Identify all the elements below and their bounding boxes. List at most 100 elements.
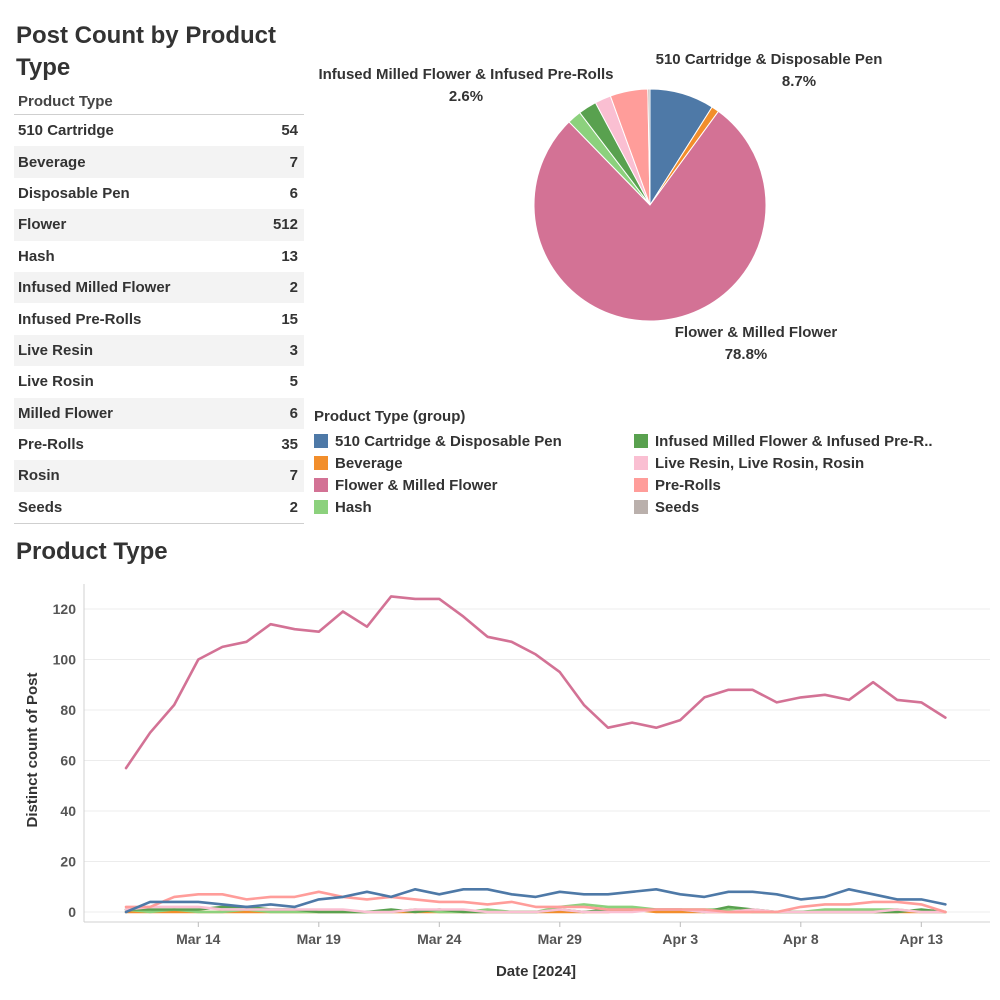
row-label: Milled Flower	[18, 404, 114, 422]
pie-percent-label: 78.8%	[725, 346, 768, 363]
legend-item[interactable]: Infused Milled Flower & Infused Pre-R..	[634, 430, 974, 452]
legend-swatch	[314, 456, 328, 470]
y-tick-label: 40	[60, 803, 76, 819]
x-tick-label: Apr 3	[662, 931, 698, 947]
x-tick-label: Apr 8	[783, 931, 819, 947]
row-label: Pre-Rolls	[18, 436, 84, 454]
legend-swatch	[634, 434, 648, 448]
row-value: 35	[281, 436, 298, 454]
legend-label: Flower & Milled Flower	[335, 476, 498, 494]
series-line	[124, 890, 947, 914]
series-line	[124, 595, 947, 770]
table-row: Rosin 7	[14, 460, 304, 492]
legend-label: Pre-Rolls	[655, 476, 721, 494]
table-row: Live Rosin 5	[14, 366, 304, 397]
legend-swatch	[314, 478, 328, 492]
table-header: Product Type	[14, 90, 304, 115]
legend-label: Seeds	[655, 498, 700, 516]
row-label: Rosin	[18, 467, 60, 485]
pie-chart-container: 510 Cartridge & Disposable Pen 8.7% Flower…	[310, 40, 990, 370]
table-row: Infused Milled Flower 2	[14, 271, 304, 304]
table-row: Milled Flower 6	[14, 397, 304, 429]
pie-label: Flower & Milled Flower	[675, 324, 838, 341]
legend-title: Product Type (group)	[314, 408, 466, 425]
y-tick-label: 60	[60, 753, 76, 769]
line-chart: 0 20 40 60 80 100 120 Mar 14 Mar 19 Mar 24 Mar 29 A…	[24, 584, 990, 980]
row-label: Hash	[18, 247, 55, 265]
row-value: 7	[289, 467, 298, 485]
table-row: Infused Pre-Rolls 15	[14, 303, 304, 334]
legend-item[interactable]: Flower & Milled Flower	[314, 474, 634, 496]
legend-item[interactable]: Live Resin, Live Rosin, Rosin	[634, 452, 974, 474]
legend-item[interactable]: Hash	[314, 496, 634, 518]
row-value: 6	[289, 404, 298, 422]
x-tick-label: Mar 24	[417, 931, 462, 947]
table-row: Flower 512	[14, 209, 304, 241]
legend-label: Live Resin, Live Rosin, Rosin	[655, 454, 865, 472]
row-value: 2	[289, 279, 298, 297]
x-tick-label: Mar 14	[176, 931, 221, 947]
y-tick-label: 0	[68, 904, 76, 920]
pie-label: Infused Milled Flower & Infused Pre-Roll…	[318, 66, 613, 83]
table-row: 510 Cartridge 54	[14, 115, 304, 146]
row-value: 7	[289, 153, 298, 171]
y-tick-label: 100	[53, 652, 77, 668]
y-tick-label: 80	[60, 702, 76, 718]
pie-slice	[533, 110, 767, 322]
pie-label: 510 Cartridge & Disposable Pen	[656, 51, 883, 68]
x-tick-label: Apr 13	[900, 931, 944, 947]
table-row: Hash 13	[14, 241, 304, 272]
x-tick-label: Mar 29	[538, 931, 583, 947]
y-tick-label: 20	[60, 854, 76, 870]
row-value: 15	[281, 310, 298, 328]
row-label: Disposable Pen	[18, 184, 130, 202]
x-axis-label: Date [2024]	[496, 963, 576, 980]
series-line	[124, 887, 947, 914]
line-chart-title: Product Type	[16, 538, 168, 565]
pie-slice	[647, 88, 651, 206]
row-value: 13	[281, 247, 298, 265]
legend-item[interactable]: Beverage	[314, 452, 634, 474]
legend-label: Infused Milled Flower & Infused Pre-R..	[655, 432, 933, 450]
row-value: 6	[289, 184, 298, 202]
row-value: 5	[289, 373, 298, 391]
pie-chart: 510 Cartridge & Disposable Pen 8.7% Flower…	[318, 51, 883, 363]
table-row: Beverage 7	[14, 146, 304, 178]
table-row: Seeds 2	[14, 492, 304, 523]
pie-percent-label: 8.7%	[782, 73, 816, 90]
row-label: Live Rosin	[18, 373, 94, 391]
legend-item[interactable]: Pre-Rolls	[634, 474, 974, 496]
legend-label: Hash	[335, 498, 372, 516]
row-value: 2	[289, 498, 298, 516]
row-value: 3	[289, 341, 298, 359]
legend-swatch	[314, 434, 328, 448]
legend-swatch	[634, 500, 648, 514]
pie-percent-label: 2.6%	[449, 88, 483, 105]
table-body: 510 Cartridge 54 Beverage 7 Disposable Pen 6 F…	[14, 115, 304, 523]
table-row: Pre-Rolls 35	[14, 429, 304, 460]
series-line	[124, 905, 947, 914]
row-label: Live Resin	[18, 341, 94, 359]
table-bottom-border	[14, 523, 304, 525]
legend-swatch	[314, 500, 328, 514]
legend-item[interactable]: Seeds	[634, 496, 974, 518]
dashboard-title: Post Count by Product Type	[16, 22, 276, 81]
row-label: Seeds	[18, 498, 63, 516]
post-count-table: Product Type 510 Cartridge 54 Beverage 7 Dis…	[14, 90, 304, 525]
y-axis-label: Distinct count of Post	[24, 673, 41, 828]
legend-swatch	[634, 456, 648, 470]
row-value: 54	[281, 122, 298, 140]
legend-swatch	[634, 478, 648, 492]
legend-item[interactable]: 510 Cartridge & Disposable Pen	[314, 430, 634, 452]
table-row: Live Resin 3	[14, 334, 304, 367]
y-tick-label: 120	[53, 601, 77, 617]
legend-grid: 510 Cartridge & Disposable Pen Infused Mi…	[314, 430, 994, 518]
row-label: 510 Cartridge	[18, 122, 114, 140]
legend-label: 510 Cartridge & Disposable Pen	[335, 432, 562, 450]
row-label: Beverage	[18, 153, 86, 171]
table-row: Disposable Pen 6	[14, 178, 304, 209]
legend-label: Beverage	[335, 454, 403, 472]
row-label: Flower	[18, 216, 67, 234]
row-value: 512	[272, 216, 298, 234]
row-label: Infused Milled Flower	[18, 279, 171, 297]
